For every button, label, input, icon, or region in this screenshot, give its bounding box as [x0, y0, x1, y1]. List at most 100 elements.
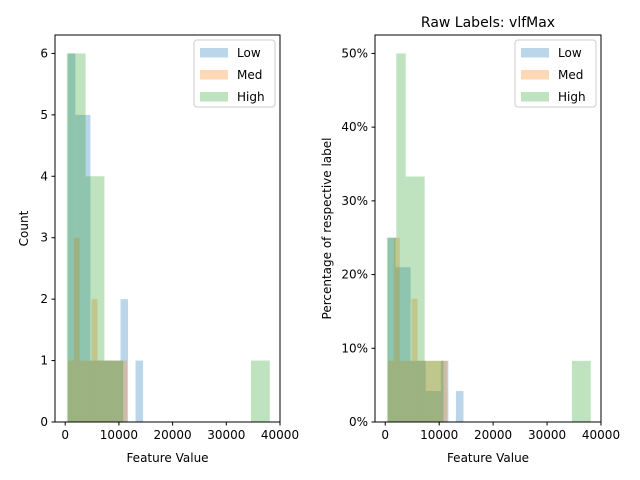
count-histogram-y-tick-label: 1: [40, 354, 48, 368]
count-histogram-legend-swatch-high: [200, 92, 228, 102]
count-histogram-bar-high-0: [66, 53, 77, 423]
percentage-histogram-bar-med-0: [387, 360, 394, 422]
percentage-histogram-bar-low-3: [410, 360, 419, 422]
count-histogram-bar-high-3: [95, 176, 105, 422]
count-histogram-x-ticks: 0 10000 20000 30000 40000: [61, 422, 299, 442]
count-histogram-x-tick-label: 20000: [154, 428, 192, 442]
percentage-histogram-x-tick-label: 30000: [528, 428, 566, 442]
percentage-histogram-y-tick-label: 50%: [341, 46, 368, 60]
count-histogram-bar-low-7: [120, 299, 129, 422]
percentage-histogram-bar-high-6: [571, 360, 591, 422]
percentage-histogram-x-tick-label: 10000: [420, 428, 458, 442]
count-histogram-legend-label-high: High: [237, 90, 265, 104]
percentage-histogram-legend-swatch-med: [521, 70, 549, 80]
percentage-histogram-legend-label-med: Med: [558, 68, 583, 82]
percentage-histogram-y-axis-label: Percentage of respective label: [320, 138, 334, 320]
percentage-histogram-panel: 0 10000 20000 30000 40000 0%10%20%30%40%50% …: [320, 15, 620, 465]
percentage-histogram-bar-med-2: [399, 360, 406, 422]
percentage-histogram-y-tick-label: 0%: [349, 415, 368, 429]
count-histogram-x-tick-label: 30000: [207, 428, 245, 442]
count-histogram-bar-med-4: [91, 299, 98, 422]
percentage-histogram-bar-high-4: [424, 360, 435, 422]
count-histogram-bars: [66, 53, 270, 423]
count-histogram-bar-med-5: [97, 360, 104, 422]
count-histogram-y-axis-label: Count: [17, 210, 31, 246]
percentage-histogram-y-tick-label: 40%: [341, 120, 368, 134]
percentage-histogram-bar-high-0: [386, 237, 397, 422]
percentage-histogram-x-tick-label: 0: [381, 428, 389, 442]
count-histogram-bar-low-3: [90, 360, 98, 422]
count-histogram-y-tick-label: 0: [40, 415, 48, 429]
count-histogram-bar-low-0: [67, 53, 76, 423]
percentage-histogram-legend-swatch-high: [521, 92, 549, 102]
count-histogram-panel: 0 10000 20000 30000 40000 0 1 2 3 4 5 6 Feature Va…: [17, 34, 299, 465]
count-histogram-legend-label-low: Low: [237, 46, 261, 60]
count-histogram-bar-low-6: [112, 360, 121, 422]
percentage-histogram-bar-low-0: [387, 237, 396, 422]
percentage-histogram-x-tick-label: 40000: [582, 428, 620, 442]
count-histogram-frame: [54, 34, 281, 423]
percentage-histogram-bar-med-7: [429, 360, 436, 422]
percentage-histogram-bar-low-4: [418, 360, 426, 422]
percentage-histogram-bars: [386, 53, 591, 423]
count-histogram-x-axis-label: Feature Value: [126, 451, 208, 465]
percentage-histogram-bar-high-1: [396, 53, 406, 423]
count-histogram-bar-med-6: [103, 360, 110, 422]
percentage-histogram-bar-high-5: [434, 360, 444, 422]
percentage-histogram-legend-label-high: High: [558, 90, 586, 104]
percentage-histogram-bar-med-6: [423, 360, 430, 422]
percentage-histogram-bar-low-9: [455, 391, 464, 422]
count-histogram-bar-low-5: [105, 360, 113, 422]
count-histogram-legend: Low Med High: [193, 39, 276, 108]
count-histogram-x-tick-label: 10000: [100, 428, 138, 442]
percentage-histogram-y-tick-label: 10%: [341, 341, 368, 355]
percentage-histogram-bar-med-1: [393, 237, 400, 422]
percentage-histogram-frame: [374, 34, 602, 423]
percentage-histogram-bar-high-2: [405, 176, 416, 422]
count-histogram-bar-med-0: [67, 360, 74, 422]
percentage-histogram-y-tick-label: 20%: [341, 268, 368, 282]
count-histogram-legend-swatch-med: [200, 70, 228, 80]
count-histogram-bar-high-2: [85, 176, 96, 422]
count-histogram-y-tick-label: 6: [40, 46, 48, 60]
percentage-histogram-bar-low-5: [425, 391, 434, 422]
percentage-histogram-bar-low-6: [433, 391, 441, 422]
count-histogram-y-tick-label: 2: [40, 292, 48, 306]
count-histogram-bar-high-6: [251, 360, 270, 422]
percentage-histogram-bar-med-5: [417, 360, 424, 422]
count-histogram-bar-low-2: [82, 114, 91, 422]
count-histogram-bar-low-4: [97, 360, 106, 422]
count-histogram-y-ticks: 0 1 2 3 4 5 6: [40, 46, 55, 429]
percentage-histogram-bar-high-3: [415, 176, 425, 422]
percentage-histogram-legend-frame: [514, 39, 597, 108]
count-histogram-bar-med-9: [121, 360, 127, 422]
count-histogram-bar-med-3: [85, 360, 92, 422]
percentage-histogram-x-axis-label: Feature Value: [447, 451, 529, 465]
percentage-histogram-legend-label-low: Low: [558, 46, 582, 60]
count-histogram-bar-med-7: [109, 360, 116, 422]
count-histogram-bar-med-8: [115, 360, 122, 422]
count-histogram-y-tick-label: 3: [40, 231, 48, 245]
count-histogram-bar-high-4: [104, 360, 114, 422]
percentage-histogram-y-ticks: 0% 10% 20% 30% 40% 50%: [341, 46, 375, 429]
percentage-histogram-bar-low-1: [395, 267, 404, 422]
count-histogram-bar-high-1: [76, 53, 86, 423]
count-histogram-bar-med-1: [73, 237, 80, 422]
percentage-histogram-legend-swatch-low: [521, 48, 549, 58]
percentage-histogram-bar-med-4: [411, 298, 418, 422]
count-histogram-x-tick-label: 40000: [261, 428, 299, 442]
percentage-histogram-y-tick-label: 30%: [341, 194, 368, 208]
count-histogram-y-tick-label: 5: [40, 108, 48, 122]
count-histogram-legend-label-med: Med: [237, 68, 262, 82]
percentage-histogram-bar-low-7: [440, 360, 449, 422]
percentage-histogram-legend: Low Med High: [514, 39, 597, 108]
percentage-histogram-x-tick-label: 20000: [474, 428, 512, 442]
count-histogram-bar-med-2: [79, 360, 86, 422]
percentage-histogram-title: Raw Labels: vlfMax: [421, 15, 555, 31]
percentage-histogram-x-ticks: 0 10000 20000 30000 40000: [381, 422, 620, 442]
percentage-histogram-bar-med-9: [441, 360, 448, 422]
percentage-histogram-bar-med-8: [435, 360, 442, 422]
count-histogram-bar-low-9: [135, 360, 144, 422]
count-histogram-y-tick-label: 4: [40, 169, 48, 183]
